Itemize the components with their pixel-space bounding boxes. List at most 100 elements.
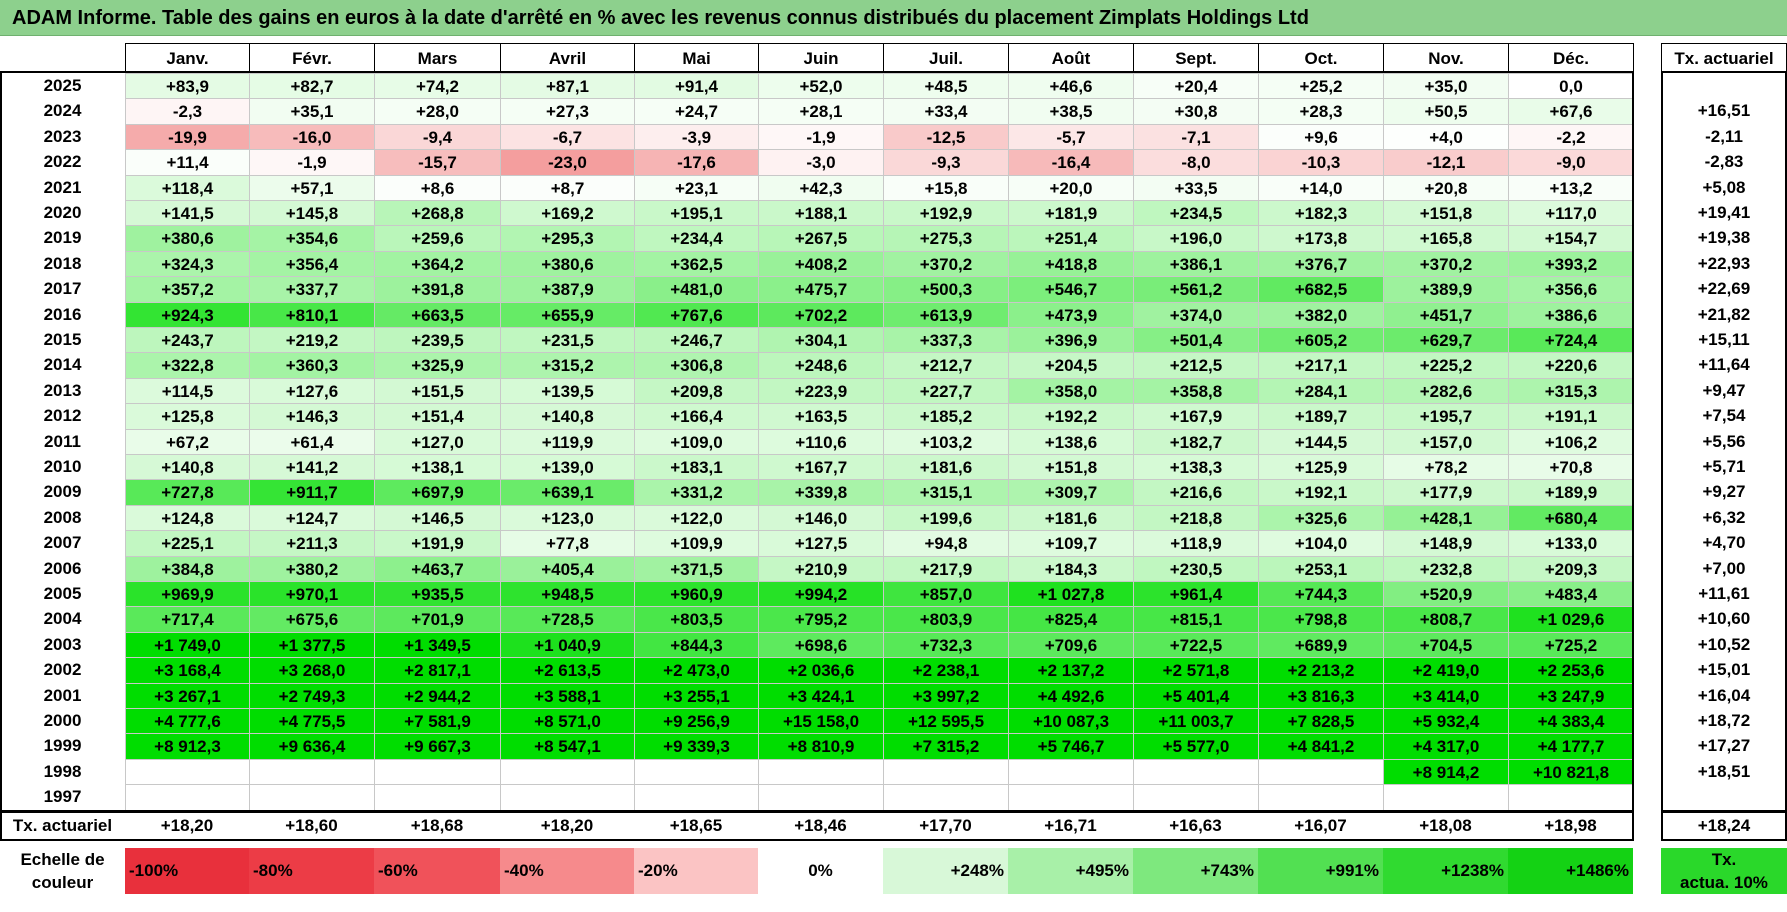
- table-cell: +418,8: [1008, 250, 1134, 278]
- row-year: 2022: [43, 152, 82, 172]
- table-cell: +217,9: [883, 555, 1009, 582]
- table-cell: +246,7: [634, 327, 759, 354]
- table-cell: +181,6: [883, 454, 1009, 481]
- table-cell: +924,3: [125, 301, 250, 328]
- table-cell: +148,9: [1383, 530, 1509, 557]
- table-cell: +114,5: [125, 377, 250, 405]
- annual-rate-cell: +5,56: [1702, 431, 1746, 451]
- footer-value: +18,46: [794, 815, 847, 835]
- table-cell: +767,6: [634, 301, 759, 328]
- table-cell: [758, 784, 884, 811]
- scale-annual-swatch: Tx. actua. 10%: [1661, 847, 1787, 894]
- table-cell: +192,9: [883, 200, 1009, 227]
- table-cell: +191,9: [374, 530, 501, 557]
- table-cell: +139,0: [500, 454, 635, 481]
- table-cell: -9,0: [1508, 149, 1634, 176]
- table-cell: +13,2: [1508, 174, 1634, 201]
- row-year: 1998: [43, 761, 82, 781]
- scale-annual-line2: actua. 10%: [1680, 872, 1768, 892]
- scale-swatch: +495%: [1008, 847, 1133, 894]
- month-header: Mars: [374, 43, 501, 72]
- table-cell: +408,2: [758, 250, 884, 278]
- table-cell: +109,0: [634, 428, 759, 455]
- table-cell: +380,6: [125, 225, 250, 252]
- row-year: 2021: [43, 177, 82, 197]
- table-cell: +191,1: [1508, 403, 1634, 430]
- table-cell: +9,6: [1258, 123, 1384, 151]
- scale-swatch: -100%: [125, 847, 249, 894]
- table-cell: +387,9: [500, 276, 635, 303]
- table-cell: +243,7: [125, 327, 250, 354]
- annual-rate-cell: +4,70: [1702, 533, 1746, 553]
- table-cell: +561,2: [1133, 276, 1259, 303]
- table-cell: +15,8: [883, 174, 1009, 201]
- table-cell: +724,4: [1508, 327, 1634, 354]
- scale-swatch: +1238%: [1383, 847, 1508, 894]
- footer-value: +18,68: [410, 815, 464, 835]
- table-cell: [374, 758, 501, 786]
- table-cell: +969,9: [125, 581, 250, 608]
- table-cell: +219,2: [249, 327, 375, 354]
- table-cell: +67,6: [1508, 98, 1634, 125]
- annual-rate-cell: +7,54: [1702, 406, 1746, 426]
- table-cell: +182,7: [1133, 428, 1259, 455]
- table-cell: +52,0: [758, 73, 884, 100]
- table-cell: +189,9: [1508, 479, 1634, 506]
- table-cell: +146,0: [758, 504, 884, 532]
- table-cell: +28,3: [1258, 98, 1384, 125]
- month-header: Oct.: [1258, 43, 1384, 72]
- table-cell: +325,9: [374, 352, 501, 379]
- table-cell: -9,3: [883, 149, 1009, 176]
- table-cell: +78,2: [1383, 454, 1509, 481]
- table-cell: +25,2: [1258, 73, 1384, 100]
- table-cell: +463,7: [374, 555, 501, 582]
- row-year: 2004: [43, 609, 82, 629]
- table-cell: +12 595,5: [883, 708, 1009, 735]
- scale-swatch: -80%: [249, 847, 374, 894]
- table-cell: +138,3: [1133, 454, 1259, 481]
- table-cell: +133,0: [1508, 530, 1634, 557]
- table-cell: +5 401,4: [1133, 682, 1259, 709]
- table-cell: +2 749,3: [249, 682, 375, 709]
- table-cell: +167,9: [1133, 403, 1259, 430]
- table-cell: +358,0: [1008, 377, 1134, 405]
- table-cell: +8,7: [500, 174, 635, 201]
- scale-swatch: +743%: [1133, 847, 1258, 894]
- table-cell: +306,8: [634, 352, 759, 379]
- scale-swatch: +248%: [883, 847, 1008, 894]
- table-cell: +380,2: [249, 555, 375, 582]
- table-cell: +2 613,5: [500, 657, 635, 684]
- table-cell: +151,4: [374, 403, 501, 430]
- table-cell: +331,2: [634, 479, 759, 506]
- table-cell: +808,7: [1383, 606, 1509, 633]
- scale-swatch: 0%: [758, 847, 883, 894]
- table-cell: +473,9: [1008, 301, 1134, 328]
- table-cell: +231,5: [500, 327, 635, 354]
- table-cell: +183,1: [634, 454, 759, 481]
- table-cell: [1508, 784, 1634, 811]
- table-cell: +123,0: [500, 504, 635, 532]
- table-cell: +163,5: [758, 403, 884, 430]
- annual-rate-cell: -2,83: [1704, 152, 1744, 172]
- table-cell: +4 777,6: [125, 708, 250, 735]
- annual-rate-cell: +17,27: [1697, 736, 1751, 756]
- table-cell: +211,3: [249, 530, 375, 557]
- table-cell: +117,0: [1508, 200, 1634, 227]
- table-cell: +4 177,7: [1508, 733, 1634, 760]
- table-cell: +157,0: [1383, 428, 1509, 455]
- table-cell: +370,2: [883, 250, 1009, 278]
- annual-rate-cell: +18,72: [1697, 711, 1751, 730]
- table-cell: +3 255,1: [634, 682, 759, 709]
- scale-swatch: -40%: [500, 847, 634, 894]
- table-cell: +725,2: [1508, 631, 1634, 659]
- table-cell: +5 932,4: [1383, 708, 1509, 735]
- row-year: 2007: [43, 533, 82, 553]
- table-cell: -2,2: [1508, 123, 1634, 151]
- table-cell: +5 746,7: [1008, 733, 1134, 760]
- table-cell: +948,5: [500, 581, 635, 608]
- table-cell: +3 168,4: [125, 657, 250, 684]
- table-cell: -8,0: [1133, 149, 1259, 176]
- annual-rate-cell: +19,38: [1697, 228, 1751, 248]
- table-cell: -6,7: [500, 123, 635, 151]
